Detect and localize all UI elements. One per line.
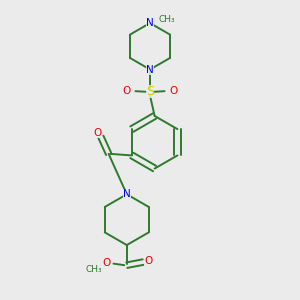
Text: CH₃: CH₃: [159, 16, 175, 25]
Text: O: O: [144, 256, 153, 266]
Text: O: O: [102, 258, 110, 268]
Text: O: O: [123, 86, 131, 96]
Text: N: N: [146, 18, 154, 28]
Text: S: S: [146, 85, 154, 98]
Text: O: O: [169, 86, 177, 96]
Text: N: N: [123, 189, 131, 199]
Text: O: O: [93, 128, 101, 138]
Text: CH₃: CH₃: [85, 265, 102, 274]
Text: N: N: [146, 64, 154, 74]
